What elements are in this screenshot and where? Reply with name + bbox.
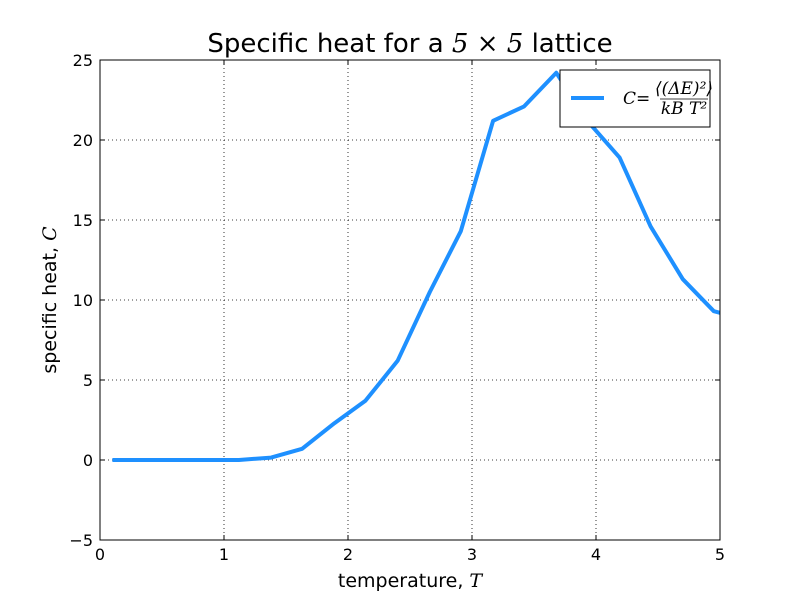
- y-tick-label: 20: [73, 131, 93, 150]
- y-axis-title-math: C: [39, 226, 61, 241]
- legend: C= ⟨(ΔE)²⟩ kB T²: [559, 69, 713, 128]
- grid-lines: [100, 60, 720, 540]
- x-axis-title: temperature, T: [338, 570, 484, 592]
- y-tick-label: 10: [73, 291, 93, 310]
- chart-title-math: 5 × 5: [452, 29, 523, 59]
- y-tick-label: 5: [83, 371, 93, 390]
- chart-title-prefix: Specific heat for a: [207, 29, 452, 59]
- chart-title-suffix: lattice: [523, 29, 612, 59]
- x-tick-label: 3: [467, 545, 477, 564]
- y-tick-label: 0: [83, 451, 93, 470]
- y-tick-label: 15: [73, 211, 93, 230]
- x-axis-title-math: T: [469, 570, 483, 592]
- legend-label-numerator: ⟨(ΔE)²⟩: [655, 79, 713, 99]
- y-axis-title: specific heat, C: [39, 226, 61, 374]
- x-tick-label: 5: [715, 545, 725, 564]
- legend-label: C= ⟨(ΔE)²⟩ kB T²: [623, 79, 713, 119]
- y-tick-label: 25: [73, 51, 93, 70]
- x-tick-label: 2: [343, 545, 353, 564]
- x-tick-label: 0: [95, 545, 105, 564]
- chart-title: Specific heat for a 5 × 5 lattice: [207, 29, 612, 59]
- series-line: [112, 70, 720, 462]
- series-layer: [112, 70, 720, 462]
- x-tick-label: 1: [219, 545, 229, 564]
- x-tick-label: 4: [591, 545, 601, 564]
- x-axis-title-text: temperature,: [338, 570, 470, 592]
- y-tick-label: −5: [69, 531, 93, 550]
- y-axis-title-text: specific heat,: [39, 241, 61, 374]
- legend-label-lhs: C=: [623, 89, 650, 109]
- legend-label-denominator: kB T²: [661, 99, 708, 119]
